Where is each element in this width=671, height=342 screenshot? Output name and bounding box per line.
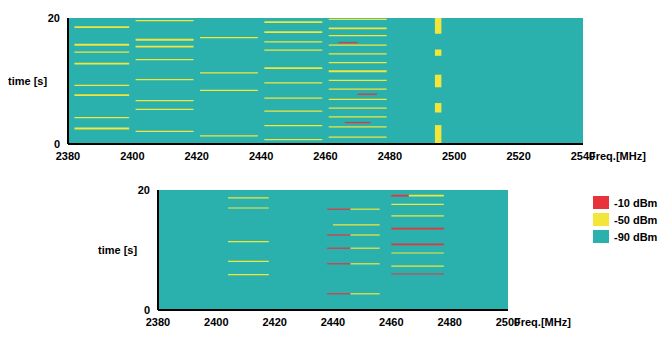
- svg-text:0: 0: [144, 304, 150, 316]
- svg-text:2420: 2420: [262, 316, 286, 328]
- svg-text:2400: 2400: [120, 150, 144, 162]
- svg-text:2500: 2500: [495, 315, 521, 328]
- svg-text:20: 20: [48, 12, 60, 24]
- svg-text:0: 0: [54, 138, 60, 150]
- svg-text:2380: 2380: [146, 316, 170, 328]
- svg-text:2440: 2440: [321, 316, 345, 328]
- html-text:-50 dBm: -50 dBm: [614, 213, 658, 226]
- svg-text:2380: 2380: [56, 150, 80, 162]
- svg-text:20: 20: [138, 184, 150, 196]
- html-text:-10 dBm: -10 dBm: [614, 196, 658, 209]
- svg-text:2540: 2540: [570, 149, 596, 162]
- svg-text:2440: 2440: [249, 150, 273, 162]
- html-text:-90 dBm: -90 dBm: [614, 230, 658, 243]
- svg-text:2460: 2460: [313, 150, 337, 162]
- svg-text:time [s]: time [s]: [8, 75, 47, 87]
- svg-text:time [s]: time [s]: [98, 244, 137, 256]
- svg-text:2420: 2420: [185, 150, 209, 162]
- svg-text:2520: 2520: [506, 150, 530, 162]
- svg-text:2400: 2400: [204, 316, 228, 328]
- svg-text:Freq.[MHz]: Freq.[MHz]: [514, 316, 571, 328]
- svg-text:2460: 2460: [379, 316, 403, 328]
- svg-text:2480: 2480: [437, 316, 461, 328]
- svg-text:Freq.[MHz]: Freq.[MHz]: [589, 150, 646, 162]
- svg-text:2480: 2480: [378, 150, 402, 162]
- svg-text:2500: 2500: [442, 150, 466, 162]
